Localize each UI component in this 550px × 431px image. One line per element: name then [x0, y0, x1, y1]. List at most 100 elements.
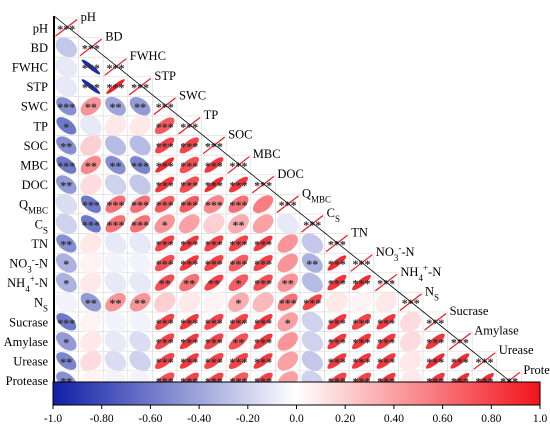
significance-mark-16-4: ***	[156, 335, 174, 349]
corr-ellipse-14-9	[277, 293, 298, 311]
colorbar-tick-label-10: 1.0	[533, 413, 548, 425]
corr-ellipse-6-5	[179, 137, 199, 154]
row-label-9: QMBC	[19, 198, 48, 216]
corr-ellipse-8-2	[104, 174, 127, 195]
corr-ellipse-15-2	[104, 311, 127, 333]
diagonal-label-2: FWHC	[130, 49, 166, 63]
diagonal-label-3: STP	[154, 69, 176, 83]
significance-mark-10-7: **	[233, 218, 245, 232]
corr-ellipse-6-0	[56, 136, 77, 155]
corr-ellipse-9-5	[179, 195, 200, 213]
corr-ellipse-9-3	[130, 195, 151, 213]
significance-mark-13-4: **	[159, 277, 171, 291]
colorbar: -1.0 -0.80 -0.60 -0.40 -0.20 0.0 0.20 0.40 0.60 0…	[44, 381, 548, 425]
corr-ellipse-14-4	[153, 292, 176, 313]
corr-ellipse-16-5	[179, 333, 199, 350]
corr-ellipse-13-10	[301, 272, 323, 293]
row-label-1: BD	[31, 41, 48, 55]
corr-ellipse-6-3	[129, 135, 151, 156]
diagonal-line-11	[325, 234, 349, 253]
corr-ellipse-13-3	[129, 272, 151, 293]
significance-mark-10-1: ***	[82, 218, 100, 232]
corr-ellipse-15-10	[301, 311, 324, 332]
significance-mark-14-2: **	[110, 296, 122, 310]
corr-ellipse-17-15	[425, 353, 445, 369]
significance-mark-8-8: ***	[254, 179, 272, 193]
corr-ellipse-7-0	[56, 156, 77, 174]
corr-ellipse-14-11	[326, 291, 348, 313]
significance-mark-6-5: ***	[180, 139, 198, 153]
corr-ellipse-6-1	[80, 135, 102, 156]
corr-ellipse-16-6	[204, 333, 224, 350]
significance-mark-14-9: ***	[279, 296, 297, 310]
significance-mark-14-14: ***	[402, 296, 420, 310]
corr-ellipse-17-11	[327, 353, 347, 369]
corr-ellipse-5-2	[104, 115, 127, 137]
corr-ellipse-15-13	[376, 313, 396, 330]
row-label-3: STP	[26, 80, 48, 94]
corr-ellipse-1-0	[55, 37, 77, 58]
significance-mark-16-15: ***	[426, 335, 444, 349]
significance-mark-12-6: ***	[205, 257, 223, 271]
diagonal-label-16: Amylase	[474, 324, 519, 338]
corr-ellipse-12-3	[129, 252, 152, 274]
corr-ellipse-12-5	[179, 255, 199, 271]
diagonal-label-7: MBC	[253, 147, 281, 161]
corr-ellipse-17-12	[351, 353, 372, 369]
corr-ellipse-3-0	[55, 76, 78, 97]
significance-mark-13-8: ***	[254, 277, 272, 291]
significance-mark-13-5: **	[183, 277, 195, 291]
significance-mark-15-15: ***	[426, 316, 444, 330]
row-label-5: TP	[33, 119, 48, 133]
corr-ellipse-8-1	[80, 174, 102, 195]
colorbar-gradient	[52, 381, 541, 406]
significance-mark-16-8: ***	[254, 335, 272, 349]
significance-mark-15-11: ***	[328, 316, 346, 330]
corr-ellipse-10-4	[154, 214, 175, 234]
corr-ellipse-15-12	[351, 313, 372, 330]
significance-mark-9-6: ***	[205, 198, 223, 212]
significance-mark-15-4: ***	[156, 316, 174, 330]
significance-mark-17-12: ***	[353, 355, 371, 369]
corr-ellipse-9-2	[105, 195, 126, 213]
colorbar-tick-label-5: 0.0	[289, 413, 304, 425]
significance-mark-13-7: *	[236, 277, 242, 291]
significance-mark-12-8: ***	[254, 257, 272, 271]
significance-mark-15-12: ***	[353, 316, 371, 330]
row-label-4: SWC	[21, 100, 48, 114]
diagonal-label-13: NH4+-N	[400, 263, 441, 283]
significance-mark-14-7: *	[236, 296, 242, 310]
significance-mark-12-5: ***	[180, 257, 198, 271]
significance-mark-13-9: **	[282, 277, 294, 291]
row-label-11: TN	[31, 237, 48, 251]
corr-ellipse-13-11	[327, 274, 347, 291]
corr-ellipse-14-12	[350, 291, 373, 313]
significance-mark-15-7: ***	[230, 316, 248, 330]
corr-ellipse-6-4	[155, 137, 175, 154]
significance-mark-16-13: ***	[377, 335, 395, 349]
corr-ellipse-11-9	[277, 234, 298, 253]
corr-ellipse-11-10	[301, 233, 323, 254]
significance-mark-16-7: **	[233, 335, 245, 349]
corr-ellipse-4-0	[56, 97, 77, 116]
corr-ellipse-16-12	[351, 333, 372, 350]
corr-ellipse-14-7	[228, 292, 249, 312]
corr-ellipse-15-8	[253, 313, 273, 330]
corr-ellipse-7-2	[105, 155, 126, 175]
significance-mark-6-6: ***	[205, 139, 223, 153]
significance-mark-17-15: ***	[426, 355, 444, 369]
corr-ellipse-5-4	[154, 117, 175, 135]
row-label-0: pH	[33, 21, 48, 35]
significance-mark-11-6: ***	[205, 237, 223, 251]
corr-ellipse-10-8	[252, 214, 274, 234]
corr-ellipse-11-2	[104, 233, 127, 254]
corr-ellipse-12-1	[79, 252, 102, 274]
significance-mark-7-0: ***	[57, 159, 75, 173]
corr-ellipse-12-8	[253, 254, 273, 272]
corr-ellipse-14-2	[105, 292, 126, 312]
corr-ellipse-16-13	[376, 333, 396, 350]
corr-ellipse-16-3	[129, 331, 151, 352]
corr-ellipse-14-1	[80, 292, 102, 312]
corr-ellipse-10-2	[105, 215, 126, 233]
colorbar-tick-label-8: 0.60	[433, 413, 453, 425]
